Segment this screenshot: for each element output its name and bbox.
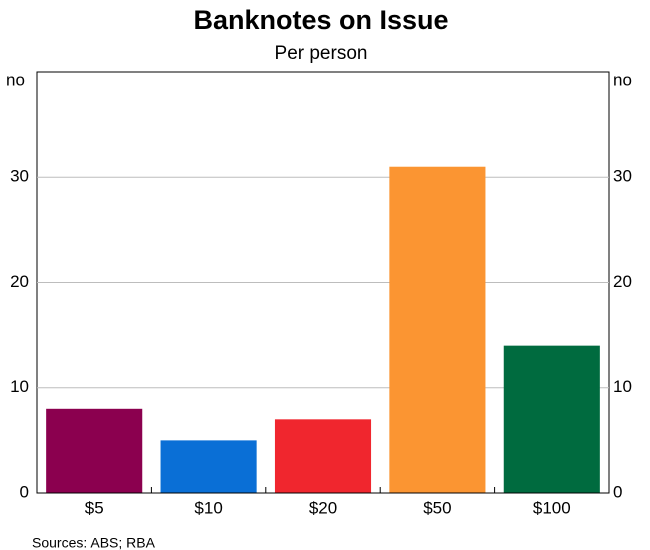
x-tick-label: $20: [309, 498, 337, 517]
y2-axis-unit: no: [613, 70, 632, 89]
x-tick-label: $50: [423, 498, 451, 517]
bar: [274, 419, 372, 493]
y2-tick-label: 10: [613, 377, 632, 396]
y-tick-label: 30: [10, 167, 29, 186]
bar: [503, 345, 600, 493]
y-tick-label: 10: [10, 377, 29, 396]
bar: [46, 408, 143, 493]
chart-title: Banknotes on Issue: [193, 5, 448, 35]
y-tick-label: 0: [20, 482, 29, 501]
bar: [160, 440, 257, 493]
x-tick-label: $5: [85, 498, 104, 517]
source-note: Sources: ABS; RBA: [32, 535, 156, 550]
y-axis-unit: no: [6, 70, 25, 89]
y2-tick-label: 20: [613, 272, 632, 291]
y2-tick-label: 30: [613, 167, 632, 186]
x-tick-label: $100: [533, 498, 571, 517]
y-tick-label: 20: [10, 272, 29, 291]
chart-subtitle: Per person: [275, 43, 368, 64]
bar: [389, 166, 486, 493]
x-tick-label: $10: [194, 498, 222, 517]
y2-tick-label: 0: [613, 482, 622, 501]
